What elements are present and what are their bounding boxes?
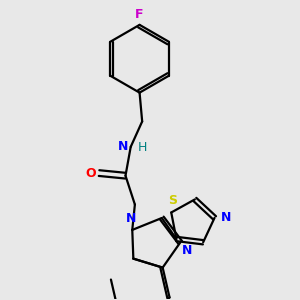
Text: N: N [182, 244, 192, 257]
Text: S: S [168, 194, 177, 207]
Text: N: N [118, 140, 129, 153]
Text: H: H [138, 141, 147, 154]
Text: N: N [221, 211, 231, 224]
Text: O: O [85, 167, 96, 180]
Text: F: F [135, 8, 144, 21]
Text: N: N [125, 212, 136, 225]
